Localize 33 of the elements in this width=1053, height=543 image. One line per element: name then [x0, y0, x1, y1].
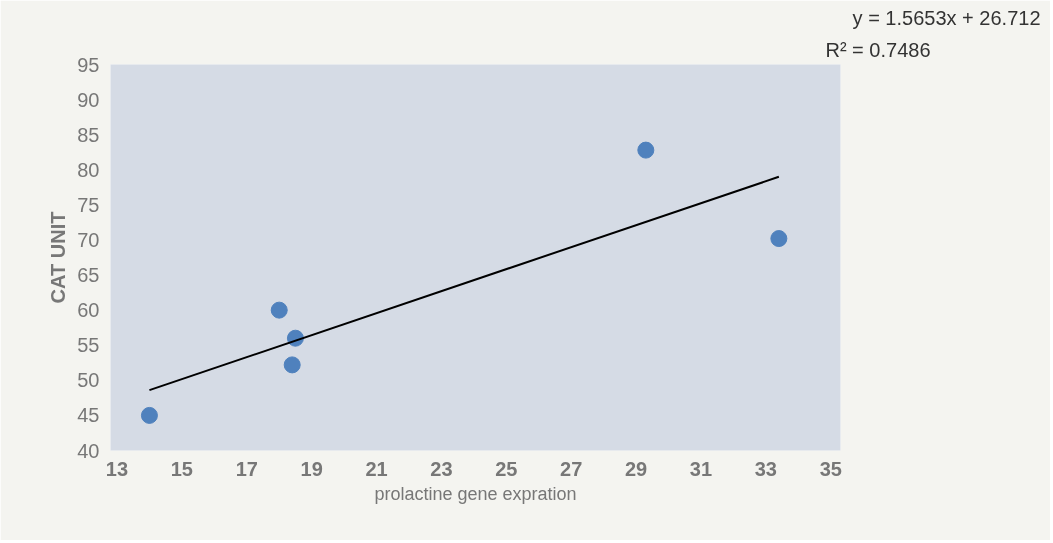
point — [283, 356, 301, 374]
y-tick-label: 45 — [77, 404, 100, 427]
x-tick-label: 29 — [624, 457, 648, 480]
y-tick-label: 70 — [77, 228, 100, 251]
x-tick-label: 19 — [300, 457, 323, 480]
x-tick-label: 21 — [365, 457, 388, 480]
y-tick-label: 50 — [77, 369, 100, 392]
y-tick-label: 90 — [77, 88, 100, 111]
x-tick-label: 35 — [819, 457, 842, 480]
text: y = 1.5653x + 26.712 — [852, 6, 1041, 29]
x-tick-label: 31 — [689, 457, 713, 480]
y-tick-label: 60 — [77, 299, 100, 322]
y-tick-label: 85 — [77, 123, 100, 146]
y-tick-label: 75 — [77, 193, 100, 216]
point — [270, 301, 288, 319]
x-tick-label: 27 — [560, 457, 583, 480]
y-tick-label: 55 — [77, 334, 100, 357]
y-tick-label: 40 — [77, 439, 100, 462]
y-tick-label: 65 — [77, 264, 100, 287]
point — [770, 230, 788, 248]
x-tick-label: 17 — [235, 457, 258, 480]
x-tick-label: 23 — [430, 457, 453, 480]
point — [140, 406, 158, 424]
x-tick-label: 33 — [754, 457, 777, 480]
y-tick-label: 95 — [77, 53, 100, 76]
x-tick-label: 25 — [495, 457, 518, 480]
y-tick-label: 80 — [77, 158, 100, 181]
point — [637, 141, 655, 159]
y-axis-title: CAT UNIT — [47, 211, 70, 304]
x-tick-label: 15 — [170, 457, 193, 480]
text: R² = 0.7486 — [825, 38, 931, 61]
x-tick-label: 13 — [105, 457, 129, 480]
x-axis-title: prolactine gene expration — [374, 483, 577, 504]
